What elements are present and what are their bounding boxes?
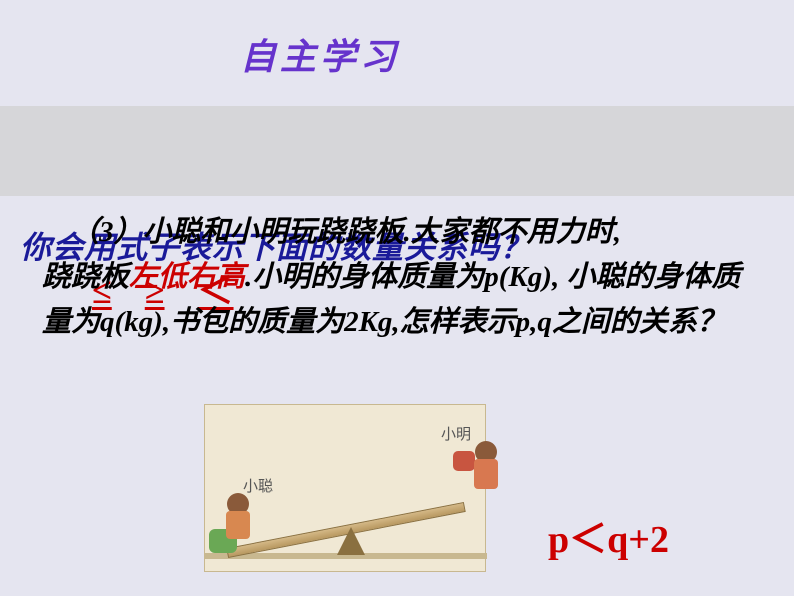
seg-2-red: 左低右高 [129, 261, 245, 293]
question-band: 你会用式子表示下面的数量关系吗？ ≤ ≥ ＜ [0, 106, 794, 196]
seg-0: 小聪和小明玩跷跷板.大家都不用力时, [143, 216, 622, 248]
problem-number: （3） [70, 216, 143, 248]
label-xiaocong: 小聪 [243, 475, 273, 496]
answer-q2: q+2 [607, 519, 669, 561]
answer-expression: p＜q+2 [548, 508, 669, 563]
seg-1: 跷跷板 [42, 261, 129, 293]
seesaw-pivot [337, 527, 365, 555]
seesaw-illustration: 小聪 小明 [204, 404, 486, 572]
label-xiaoming: 小明 [441, 423, 471, 444]
problem-text: （3）小聪和小明玩跷跷板.大家都不用力时, 跷跷板左低右高.小明的身体质量为p(… [42, 210, 758, 345]
page-title: 自主学习 [240, 28, 400, 80]
answer-p: p [548, 519, 569, 561]
person-body [474, 459, 498, 489]
person-body [226, 511, 250, 539]
bag-right [453, 451, 475, 471]
answer-lt: ＜ [569, 519, 607, 561]
